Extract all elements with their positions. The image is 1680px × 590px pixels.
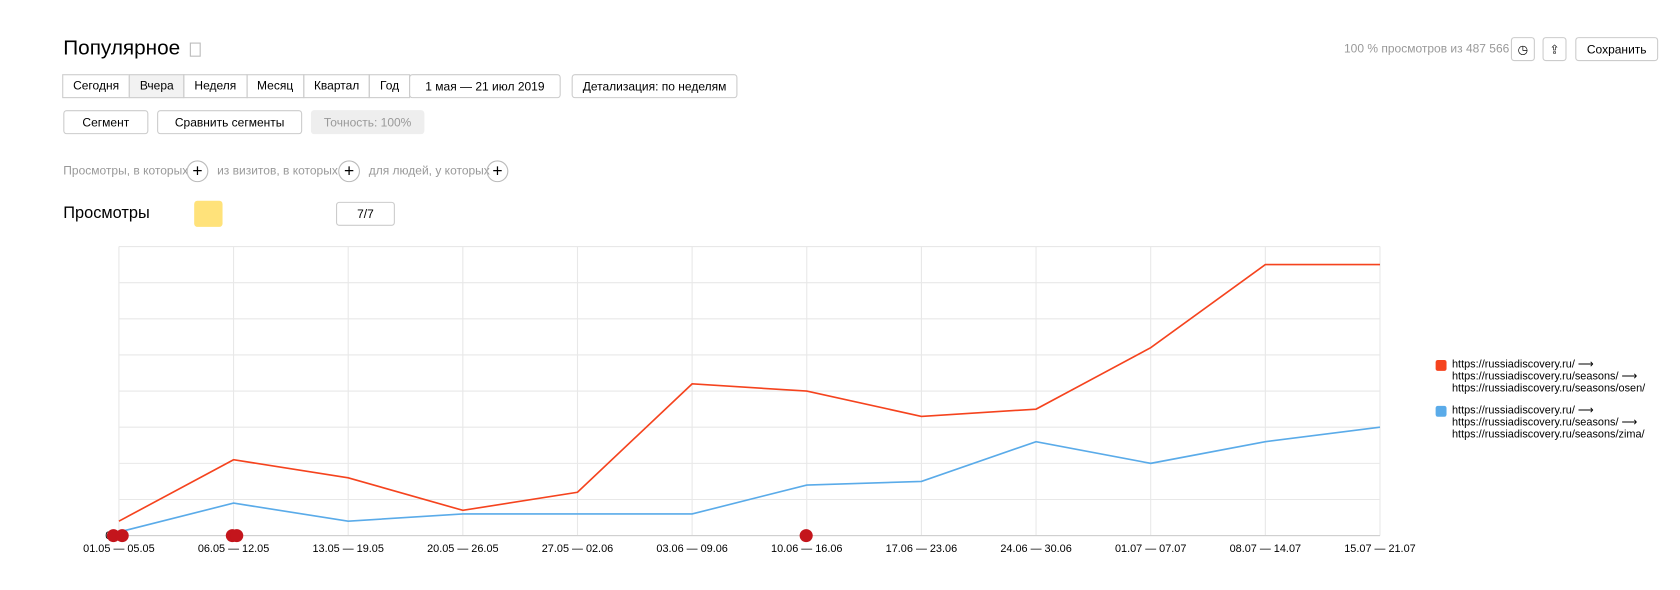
x-tick-label: 17.06 — 23.06 xyxy=(886,543,957,555)
legend-label: https://russiadiscovery.ru/ ⟶ https://ru… xyxy=(1451,404,1645,441)
period-group: Сегодня Вчера Неделя Месяц Квартал Год xyxy=(62,74,411,99)
x-tick-label: 01.05 — 05.05 xyxy=(83,543,154,555)
x-tick-label: 13.05 — 19.05 xyxy=(312,543,383,555)
legend-label: https://russiadiscovery.ru/ ⟶ https://ru… xyxy=(1451,358,1646,395)
x-tick-label: 27.05 — 02.06 xyxy=(542,543,613,555)
line-chart-toggle[interactable] xyxy=(194,200,223,227)
annotation-marker xyxy=(799,529,813,543)
title: Популярное xyxy=(63,37,181,60)
compare-button[interactable]: Сравнить сегменты xyxy=(157,110,303,135)
filter-label: из визитов, в которых xyxy=(217,164,338,178)
filter-label: Просмотры, в которых xyxy=(63,164,189,178)
accuracy-button[interactable]: Точность: 100% xyxy=(310,110,425,135)
x-tick-label: 10.06 — 16.06 xyxy=(771,543,842,555)
legend-swatch[interactable] xyxy=(1435,359,1447,371)
x-tick-label: 24.06 — 30.06 xyxy=(1000,543,1071,555)
history-button[interactable]: ◷ xyxy=(1510,37,1535,62)
add-filter[interactable]: + xyxy=(486,160,509,183)
legend-item[interactable]: https://russiadiscovery.ru/ ⟶ https://ru… xyxy=(1435,404,1645,441)
x-tick-label: 03.06 — 09.06 xyxy=(656,543,727,555)
series-line xyxy=(118,263,1380,522)
add-filter[interactable]: + xyxy=(186,160,209,183)
series-select[interactable]: 7/7 xyxy=(335,201,395,226)
annotation-marker xyxy=(230,529,244,543)
series-line xyxy=(118,426,1381,533)
x-tick-label: 01.07 — 07.07 xyxy=(1115,543,1186,555)
x-tick-label: 08.07 — 14.07 xyxy=(1230,543,1301,555)
x-tick-label: 06.05 — 12.05 xyxy=(198,543,269,555)
export-button[interactable]: ⇪ xyxy=(1542,37,1567,62)
add-filter[interactable]: + xyxy=(338,160,360,183)
filter-label: для людей, у которых xyxy=(368,164,490,178)
period-button[interactable]: Вчера xyxy=(128,74,185,99)
x-tick-label: 20.05 — 26.05 xyxy=(427,543,498,555)
annotation-marker xyxy=(115,529,129,543)
detail-select[interactable]: Детализация: по неделям xyxy=(571,74,738,99)
metric-title: Просмотры xyxy=(63,203,150,223)
legend-swatch[interactable] xyxy=(1435,405,1447,417)
save-button[interactable]: Сохранить xyxy=(1575,37,1659,62)
legend-item[interactable]: https://russiadiscovery.ru/ ⟶ https://ru… xyxy=(1435,358,1646,395)
summary: 100 % просмотров из 487 566 xyxy=(1343,42,1510,56)
x-tick-label: 15.07 — 21.07 xyxy=(1344,543,1415,555)
bookmark-icon[interactable] xyxy=(189,42,201,57)
segment-button[interactable]: Сегмент xyxy=(63,110,149,135)
date-range[interactable]: 1 мая — 21 июл 2019 xyxy=(409,74,561,99)
